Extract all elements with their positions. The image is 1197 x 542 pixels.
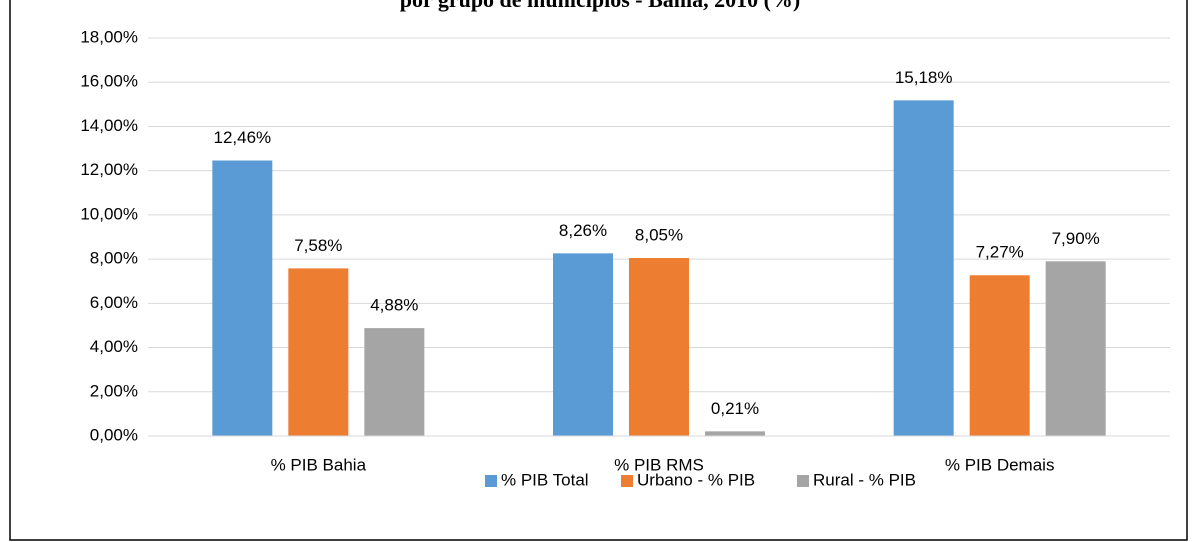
bar — [969, 275, 1030, 436]
legend-swatch — [797, 475, 809, 487]
legend-swatch — [485, 475, 497, 487]
bar — [212, 160, 273, 437]
bar — [629, 258, 689, 436]
x-tick-label: % PIB Bahia — [271, 455, 367, 474]
bar — [553, 253, 613, 436]
y-tick-label: 16,00% — [80, 72, 138, 91]
y-tick-label: 12,00% — [80, 160, 138, 179]
legend-label: Urbano - % PIB — [637, 470, 755, 489]
data-label: 7,90% — [1052, 229, 1100, 248]
data-label: 7,58% — [294, 236, 342, 255]
data-label: 12,46% — [213, 128, 271, 147]
y-tick-label: 18,00% — [80, 27, 138, 46]
data-label: 15,18% — [895, 68, 953, 87]
data-label: 8,05% — [635, 225, 683, 244]
legend-swatch — [621, 475, 633, 487]
data-label: 8,26% — [559, 221, 607, 240]
data-label: 0,21% — [711, 399, 759, 418]
y-tick-label: 6,00% — [90, 293, 138, 312]
y-tick-label: 8,00% — [90, 249, 138, 268]
bar — [364, 328, 425, 436]
y-tick-label: 4,00% — [90, 337, 138, 356]
bar — [893, 100, 954, 436]
chart-title: por grupo de municípios - Bahia, 2010 (%… — [400, 0, 801, 12]
bar — [705, 431, 765, 436]
legend-label: Rural - % PIB — [813, 470, 916, 489]
data-label: 4,88% — [370, 296, 418, 315]
bar — [1045, 261, 1106, 436]
y-tick-label: 0,00% — [90, 425, 138, 444]
y-tick-label: 2,00% — [90, 381, 138, 400]
x-tick-label: % PIB Demais — [945, 455, 1055, 474]
y-tick-label: 14,00% — [80, 116, 138, 135]
legend-label: % PIB Total — [501, 470, 589, 489]
y-tick-label: 10,00% — [80, 204, 138, 223]
data-label: 7,27% — [976, 243, 1024, 262]
x-tick-label: % PIB RMS — [614, 455, 704, 474]
bar — [288, 268, 349, 436]
